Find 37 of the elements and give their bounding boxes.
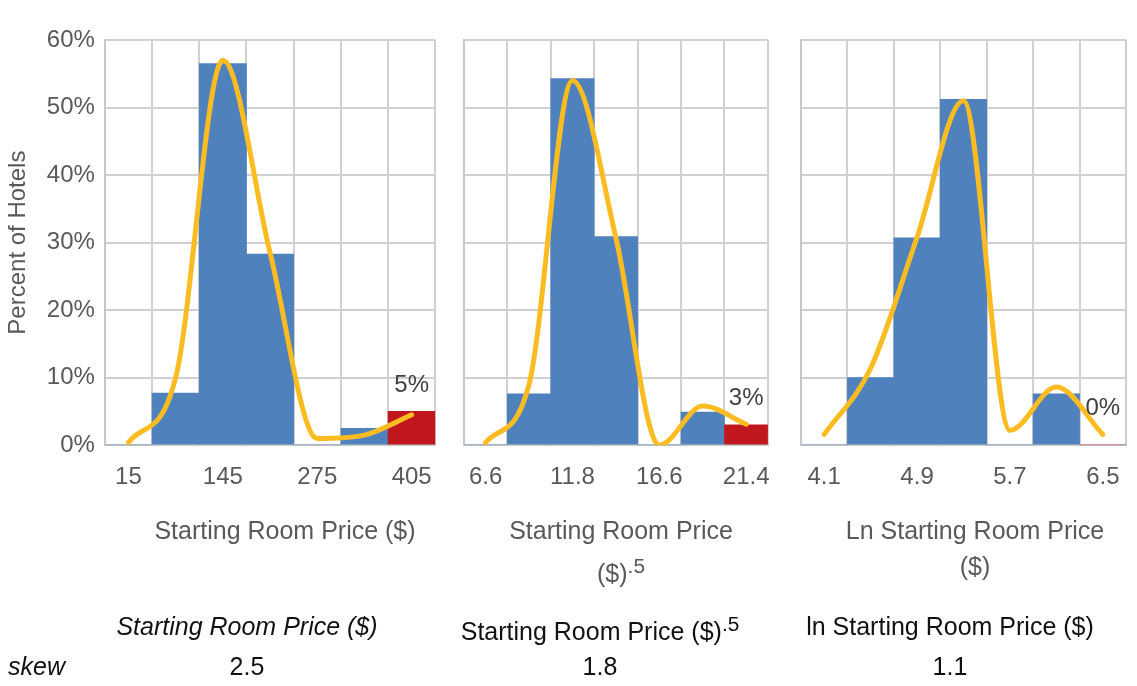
x-tick-label: 6.6	[468, 462, 503, 490]
y-tick-label: 0%	[60, 429, 95, 457]
data-label: 5%	[394, 370, 430, 398]
y-tick-label: 60%	[46, 24, 95, 52]
bar	[387, 411, 436, 445]
text: ln Starting Room Price ($)	[805, 612, 1095, 641]
x-tick-label: 5.7	[993, 462, 1027, 490]
bar	[1032, 393, 1080, 445]
bar	[680, 411, 725, 445]
x-tick-label: 16.6	[635, 462, 683, 490]
x-tick-label: 4.1	[807, 462, 841, 490]
x-axis-title: Starting Room Price ($)$^{.5}$	[508, 515, 734, 590]
x-tick-label: 21.4	[722, 462, 770, 490]
x-tick-label: 275	[297, 462, 338, 490]
y-tick-label: 50%	[46, 92, 95, 120]
text: Starting Room Price ($)	[115, 612, 379, 641]
x-tick-label: 6.5	[1086, 462, 1120, 490]
text: 2.5	[229, 652, 265, 680]
y-tick-label: 20%	[46, 294, 95, 322]
data-label: 3%	[728, 382, 764, 410]
x-axis-title: Ln Starting Room Price ($)	[844, 515, 1106, 582]
y-tick-label: 10%	[46, 362, 95, 390]
x-tick-label: 405	[391, 462, 432, 490]
text: skew	[8, 652, 67, 681]
x-tick-label: 145	[202, 462, 243, 490]
y-axis-title: Percent of Hotels	[3, 150, 31, 335]
text: Starting Room Price ($)$^{.5}$	[459, 612, 741, 647]
x-tick-label: 4.9	[900, 462, 934, 490]
x-tick-label: 15	[115, 462, 142, 490]
text: 1.8	[581, 652, 619, 681]
x-axis-title: Starting Room Price ($)	[153, 515, 417, 546]
text: 1.1	[931, 652, 969, 681]
y-tick-label: 40%	[46, 159, 95, 187]
x-tick-label: 11.8	[550, 462, 595, 490]
data-label: 0%	[1085, 393, 1121, 421]
y-tick-label: 30%	[46, 227, 95, 255]
bar	[724, 424, 768, 445]
